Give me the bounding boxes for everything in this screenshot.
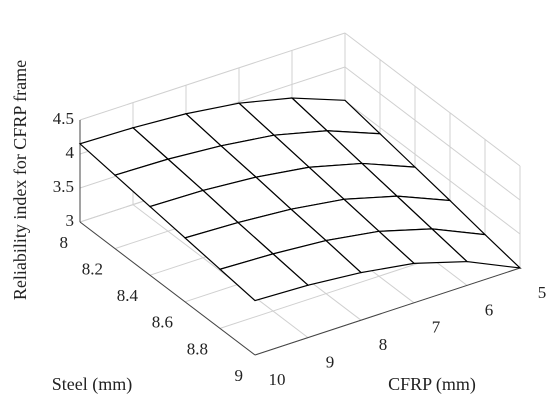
y-tick-label: 8.6 bbox=[152, 313, 173, 332]
axis-edge bbox=[79, 221, 256, 356]
z-grid-line bbox=[344, 32, 521, 167]
y-tick-label: 8 bbox=[60, 233, 69, 252]
z-grid-line bbox=[79, 32, 346, 121]
x-grid-line bbox=[132, 204, 309, 338]
z-tick-label: 4 bbox=[66, 143, 75, 162]
y-tick-label: 8.2 bbox=[82, 260, 103, 279]
z-tick-label: 4.5 bbox=[53, 109, 74, 128]
surface-cell bbox=[218, 253, 310, 302]
z-axis-label: Reliability index for CFRP frame bbox=[10, 60, 30, 300]
x-tick-label: 6 bbox=[485, 300, 494, 319]
x-tick-label: 7 bbox=[432, 318, 441, 337]
y-tick-label: 8.4 bbox=[117, 286, 139, 305]
axis-edge bbox=[254, 267, 521, 356]
y-tick-label: 9 bbox=[235, 366, 244, 385]
y-axis-label: Steel (mm) bbox=[52, 374, 132, 395]
z-grid-line bbox=[344, 100, 521, 235]
x-tick-label: 8 bbox=[379, 335, 388, 354]
y-tick-label: 8.8 bbox=[187, 339, 208, 358]
z-tick-label: 3.5 bbox=[53, 177, 74, 196]
z-tick-label: 3 bbox=[66, 211, 75, 230]
x-tick-label: 9 bbox=[326, 353, 335, 372]
x-axis-label: CFRP (mm) bbox=[388, 374, 476, 395]
x-tick-label: 10 bbox=[269, 370, 286, 389]
x-tick-label: 5 bbox=[538, 283, 547, 302]
z-grid-line bbox=[344, 66, 521, 201]
